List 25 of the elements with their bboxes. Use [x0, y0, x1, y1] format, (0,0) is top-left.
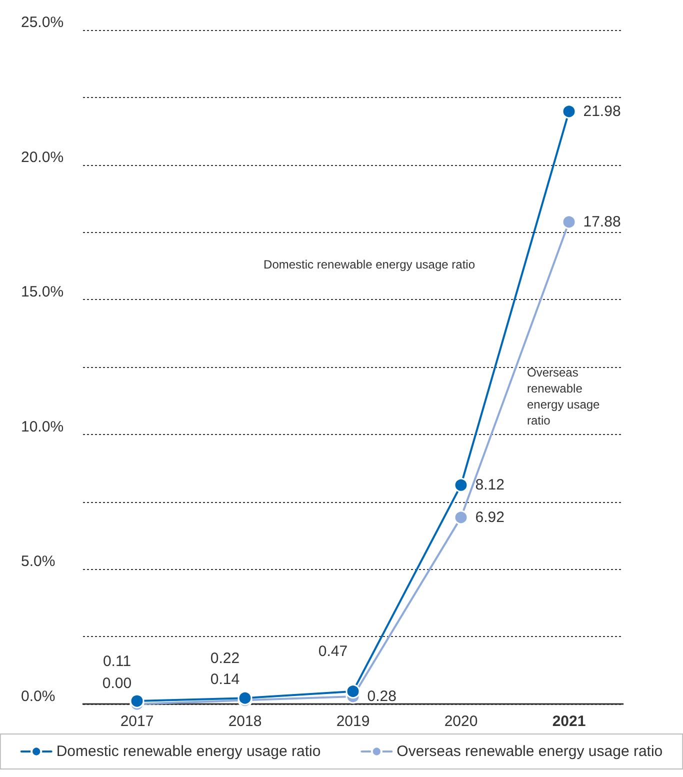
annotation: Overseas renewable energy usage ratio: [527, 366, 604, 428]
legend-label: Domestic renewable energy usage ratio: [56, 743, 321, 760]
y-tick-label: 5.0%: [21, 553, 56, 570]
data-label: 8.12: [475, 476, 504, 494]
data-label: 0.11: [102, 652, 132, 670]
data-label: 21.98: [583, 102, 621, 120]
x-tick-label: 2019: [336, 713, 370, 730]
data-label: 0.00: [102, 674, 132, 692]
x-tick-label: 2018: [228, 713, 262, 730]
y-tick-label: 0.0%: [21, 688, 56, 705]
legend-label: Overseas renewable energy usage ratio: [396, 743, 663, 760]
y-tick-label: 15.0%: [21, 284, 64, 301]
data-label: 6.92: [475, 508, 504, 526]
data-label: 17.88: [583, 213, 621, 230]
data-label: 0.22: [210, 650, 240, 667]
y-tick-label: 25.0%: [21, 14, 64, 31]
annotation: Domestic renewable energy usage ratio: [264, 258, 476, 272]
x-tick-label: 2017: [120, 713, 154, 730]
x-tick-label: 2020: [444, 713, 478, 730]
y-tick-label: 10.0%: [21, 418, 64, 436]
data-label: 0.47: [318, 643, 348, 660]
x-tick-label: 2021: [552, 713, 586, 730]
data-label: 0.28: [367, 688, 396, 705]
y-tick-label: 20.0%: [21, 148, 64, 166]
data-label: 0.14: [210, 670, 240, 688]
